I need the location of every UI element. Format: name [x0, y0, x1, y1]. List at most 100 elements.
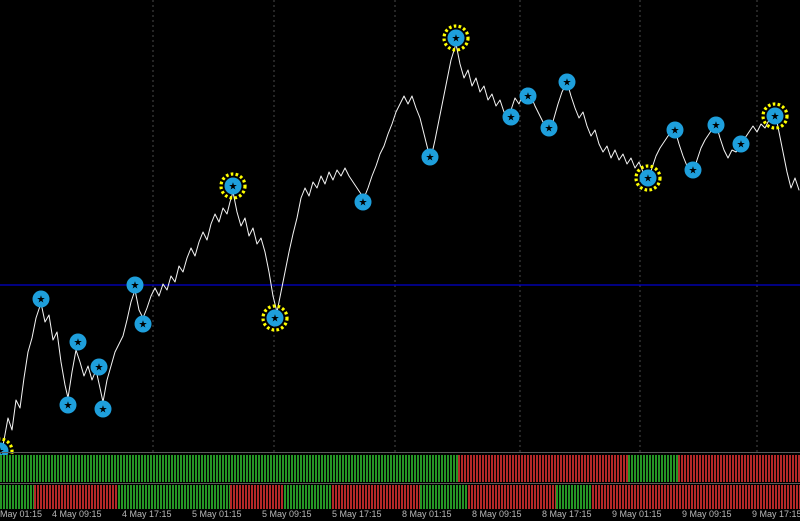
signal-circle-icon	[94, 400, 112, 418]
signal-marker[interactable]: ★	[421, 148, 439, 166]
time-axis[interactable]: May 01:15 4 May 09:15 4 May 17:15 5 May 01:…	[0, 508, 800, 521]
signal-marker[interactable]: ★	[134, 315, 152, 333]
histogram-segment-green	[420, 485, 468, 509]
histogram-segment-red	[592, 485, 800, 509]
histogram-segment-red	[332, 485, 420, 509]
signal-marker-highlighted[interactable]: ★	[761, 102, 789, 130]
signal-marker-highlighted[interactable]: ★	[261, 304, 289, 332]
signal-marker[interactable]: ★	[707, 116, 725, 134]
signal-circle-icon	[421, 148, 439, 166]
histogram-segment-red	[34, 485, 118, 509]
time-axis-label: 4 May 17:15	[122, 509, 172, 519]
signal-marker[interactable]: ★	[32, 290, 50, 308]
time-axis-label: 8 May 01:15	[402, 509, 452, 519]
signal-marker[interactable]: ★	[666, 121, 684, 139]
signal-circle-icon	[639, 169, 657, 187]
time-axis-label: 4 May 09:15	[52, 509, 102, 519]
pane-separator[interactable]	[0, 452, 800, 453]
star-icon: ★	[359, 198, 368, 209]
signal-marker[interactable]: ★	[540, 119, 558, 137]
price-line	[0, 43, 800, 463]
signal-marker[interactable]: ★	[69, 333, 87, 351]
signal-marker[interactable]: ★	[126, 276, 144, 294]
signal-circle-icon	[90, 358, 108, 376]
signal-circle-icon	[224, 177, 242, 195]
signal-marker[interactable]: ★	[59, 396, 77, 414]
starburst-highlight-icon	[442, 24, 470, 52]
starburst-highlight-icon	[0, 437, 14, 465]
indicator-strip-2[interactable]	[0, 485, 800, 509]
histogram-segment-green	[118, 485, 230, 509]
star-icon: ★	[139, 320, 148, 331]
star-icon: ★	[712, 121, 721, 132]
signal-marker[interactable]: ★	[90, 358, 108, 376]
starburst-highlight-icon	[634, 164, 662, 192]
histogram-segment-green	[0, 455, 458, 482]
signal-marker[interactable]: ★	[502, 108, 520, 126]
time-axis-label: 9 May 01:15	[612, 509, 662, 519]
time-axis-label: May 01:15	[0, 509, 43, 519]
star-icon: ★	[689, 166, 698, 177]
signal-circle-icon	[354, 193, 372, 211]
signal-marker[interactable]: ★	[519, 87, 537, 105]
histogram-segment-green	[284, 485, 332, 509]
indicator-strip-1[interactable]	[0, 455, 800, 482]
signal-marker[interactable]: ★	[354, 193, 372, 211]
signal-marker[interactable]: ★	[732, 135, 750, 153]
signal-marker-highlighted[interactable]: ★	[219, 172, 247, 200]
signal-circle-icon	[266, 309, 284, 327]
star-icon: ★	[74, 338, 83, 349]
pane-separator[interactable]	[0, 483, 800, 484]
star-icon: ★	[37, 295, 46, 306]
star-icon: ★	[271, 314, 280, 325]
star-icon: ★	[563, 78, 572, 89]
star-icon: ★	[507, 113, 516, 124]
star-icon: ★	[545, 124, 554, 135]
time-axis-label: 8 May 09:15	[472, 509, 522, 519]
star-icon: ★	[131, 281, 140, 292]
histogram-segment-red	[678, 455, 800, 482]
star-icon: ★	[771, 112, 780, 123]
signal-marker[interactable]: ★	[558, 73, 576, 91]
star-icon: ★	[452, 34, 461, 45]
signal-circle-icon	[32, 290, 50, 308]
star-icon: ★	[737, 140, 746, 151]
star-icon: ★	[644, 174, 653, 185]
signal-circle-icon	[732, 135, 750, 153]
starburst-highlight-icon	[261, 304, 289, 332]
time-axis-label: 5 May 17:15	[332, 509, 382, 519]
histogram-segment-red	[458, 455, 628, 482]
signal-circle-icon	[69, 333, 87, 351]
signal-circle-icon	[502, 108, 520, 126]
star-icon: ★	[64, 401, 73, 412]
signal-marker[interactable]: ★	[94, 400, 112, 418]
time-axis-label: 9 May 09:15	[682, 509, 732, 519]
star-icon: ★	[671, 126, 680, 137]
histogram-segment-green	[0, 485, 34, 509]
star-icon: ★	[99, 405, 108, 416]
signal-marker-highlighted[interactable]: ★	[442, 24, 470, 52]
signal-circle-icon	[540, 119, 558, 137]
time-axis-label: 9 May 17:15	[752, 509, 800, 519]
signal-marker[interactable]: ★	[684, 161, 702, 179]
signal-circle-icon	[447, 29, 465, 47]
signal-marker-highlighted[interactable]: ★	[634, 164, 662, 192]
signal-circle-icon	[707, 116, 725, 134]
starburst-highlight-icon	[761, 102, 789, 130]
star-icon: ★	[229, 182, 238, 193]
signal-circle-icon	[684, 161, 702, 179]
time-axis-label: 8 May 17:15	[542, 509, 592, 519]
signal-circle-icon	[134, 315, 152, 333]
time-axis-label: 5 May 01:15	[192, 509, 242, 519]
time-axis-label: 5 May 09:15	[262, 509, 312, 519]
star-icon: ★	[426, 153, 435, 164]
signal-circle-icon	[126, 276, 144, 294]
histogram-segment-red	[230, 485, 284, 509]
histogram-segment-green	[556, 485, 592, 509]
histogram-segment-red	[468, 485, 556, 509]
starburst-highlight-icon	[219, 172, 247, 200]
signal-circle-icon	[558, 73, 576, 91]
signal-circle-icon	[59, 396, 77, 414]
